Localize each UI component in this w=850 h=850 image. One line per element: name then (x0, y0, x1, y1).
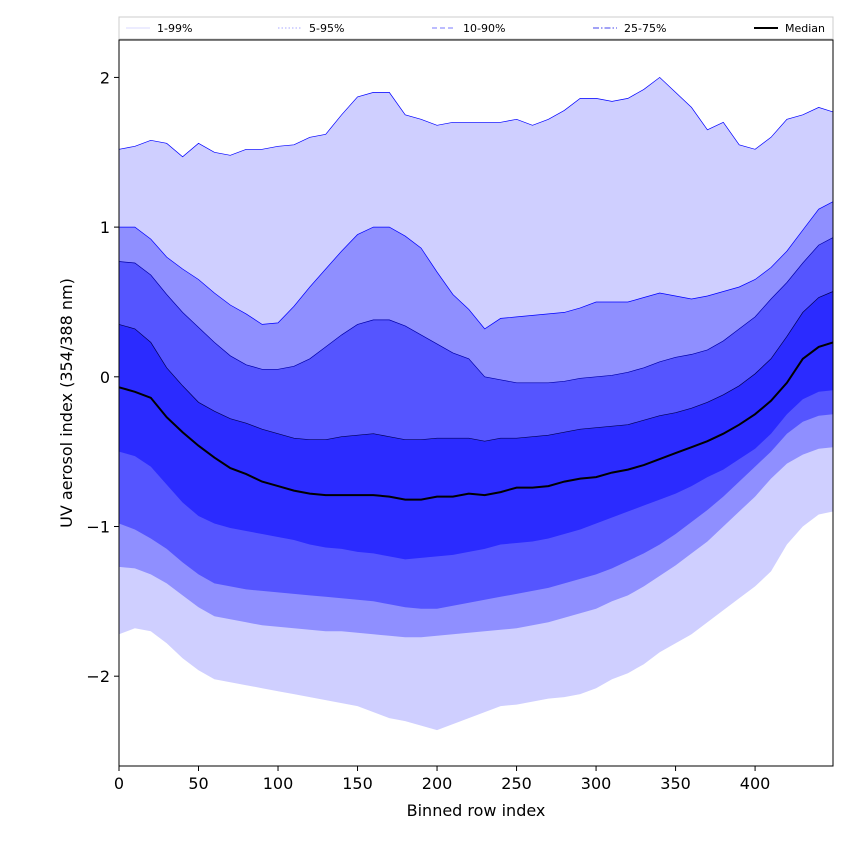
band-upper-edge-1-99% (118, 76, 834, 158)
y-axis-label: UV aerosol index (354/388 nm) (57, 278, 76, 528)
band-25-75% (119, 291, 833, 560)
band-upper-edge-10-90% (118, 237, 834, 384)
x-tick-label: 50 (188, 774, 208, 793)
legend-label-1-99%: 1-99% (157, 22, 192, 35)
band-upper-edge-25-75% (118, 291, 834, 442)
legend: 1-99% 5-95% 10-90% 25-75% Median (118, 16, 834, 40)
y-tick-label: −2 (86, 667, 110, 686)
x-tick-label: 0 (114, 774, 124, 793)
x-tick-label: 350 (660, 774, 691, 793)
x-tick-label: 150 (342, 774, 373, 793)
x-axis-ticks: 0 50 100 150 200 250 300 350 400 (114, 766, 770, 793)
percentile-bands (118, 76, 834, 731)
band-upper-edge-5-95% (119, 201, 834, 330)
median-layer (118, 341, 834, 501)
y-axis-ticks: −2 −1 0 1 2 (86, 68, 119, 686)
y-tick-label: −1 (86, 517, 110, 536)
legend-label-25-75%: 25-75% (624, 22, 666, 35)
x-tick-label: 300 (581, 774, 612, 793)
legend-label-5-95%: 5-95% (309, 22, 344, 35)
y-tick-label: 0 (100, 368, 110, 387)
y-tick-label: 1 (100, 218, 110, 237)
legend-label-10-90%: 10-90% (463, 22, 505, 35)
x-tick-label: 250 (501, 774, 532, 793)
legend-box (118, 16, 834, 40)
x-tick-label: 200 (422, 774, 453, 793)
x-tick-label: 100 (263, 774, 294, 793)
x-tick-label: 400 (740, 774, 771, 793)
x-axis-label: Binned row index (407, 801, 546, 820)
plot-frame (118, 39, 834, 767)
y-tick-label: 2 (100, 68, 110, 87)
median-line (118, 341, 834, 501)
legend-label-Median: Median (785, 22, 825, 35)
